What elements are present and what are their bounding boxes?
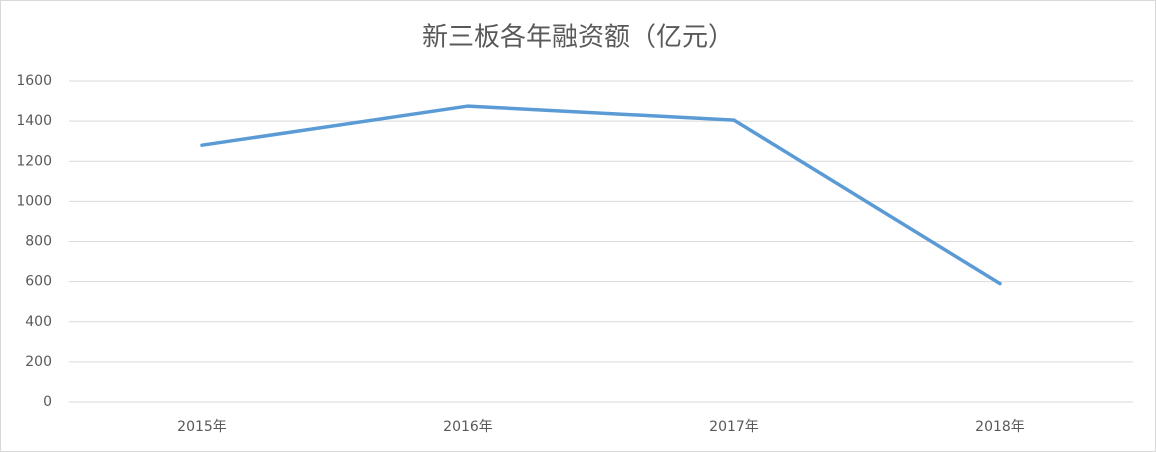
x-tick-label: 2016年 bbox=[443, 419, 493, 435]
y-tick-label: 0 bbox=[43, 394, 52, 410]
y-tick-label: 200 bbox=[25, 354, 52, 370]
y-tick-label: 1200 bbox=[16, 153, 52, 169]
y-tick-label: 1000 bbox=[16, 193, 52, 209]
x-tick-label: 2015年 bbox=[177, 419, 227, 435]
y-tick-label: 600 bbox=[25, 274, 52, 290]
x-tick-label: 2018年 bbox=[975, 419, 1025, 435]
y-tick-label: 1600 bbox=[16, 73, 52, 89]
y-tick-label: 1400 bbox=[16, 113, 52, 129]
chart-title: 新三板各年融资额（亿元） bbox=[422, 23, 734, 53]
x-tick-label: 2017年 bbox=[709, 419, 759, 435]
y-tick-label: 800 bbox=[25, 234, 52, 250]
y-tick-label: 400 bbox=[25, 314, 52, 330]
line-series bbox=[200, 104, 1002, 286]
